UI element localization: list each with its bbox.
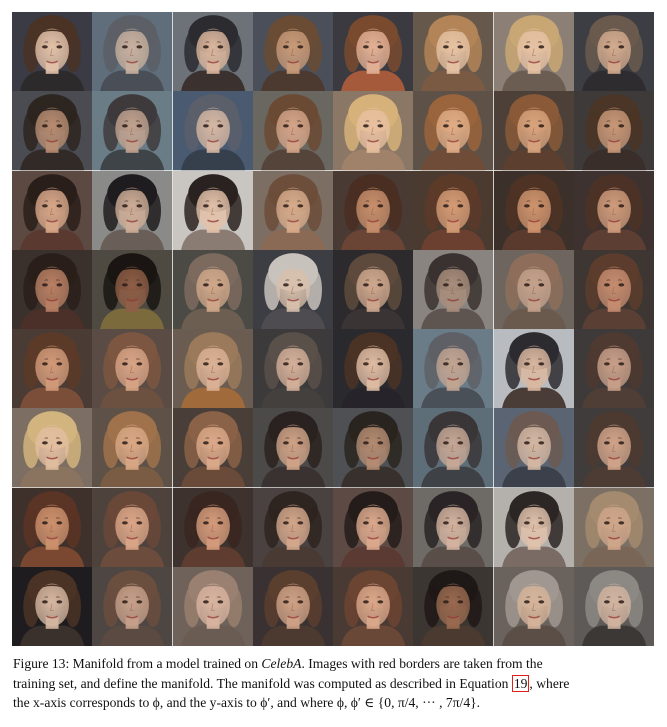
generated-face-image — [92, 249, 173, 329]
caption-label: Figure 13: Manifold from a model trained… — [13, 656, 262, 671]
figure-13 — [12, 12, 654, 646]
generated-face-image — [413, 329, 494, 409]
generated-face-image — [573, 329, 654, 409]
training-face-image — [493, 329, 574, 409]
caption-line-3: the x-axis corresponds to ϕ, and the y-a… — [13, 695, 481, 710]
training-face-image — [333, 487, 414, 567]
generated-face-image — [12, 408, 93, 488]
generated-face-image — [92, 91, 173, 171]
generated-face-image — [252, 408, 333, 488]
generated-face-image — [573, 487, 654, 567]
generated-face-image — [12, 487, 93, 567]
generated-face-image — [172, 329, 253, 409]
training-face-image — [333, 329, 414, 409]
generated-face-image — [493, 91, 574, 171]
generated-face-image — [413, 91, 494, 171]
generated-face-image — [333, 408, 414, 488]
generated-face-image — [252, 566, 333, 646]
caption-text: , where — [529, 675, 570, 691]
generated-face-image — [92, 408, 173, 488]
generated-face-image — [92, 487, 173, 567]
generated-face-image — [12, 249, 93, 329]
figure-caption: Figure 13: Manifold from a model trained… — [13, 654, 655, 713]
face-manifold-grid — [12, 12, 654, 646]
generated-face-image — [172, 487, 253, 567]
generated-face-image — [92, 12, 173, 92]
generated-face-image — [493, 12, 574, 92]
generated-face-image — [92, 329, 173, 409]
equation-link[interactable]: 19 — [511, 674, 530, 692]
generated-face-image — [573, 91, 654, 171]
generated-face-image — [172, 408, 253, 488]
caption-text: . Images with red borders are taken from… — [301, 656, 543, 671]
generated-face-image — [413, 249, 494, 329]
generated-face-image — [413, 566, 494, 646]
generated-face-image — [252, 249, 333, 329]
training-face-image — [12, 170, 93, 250]
generated-face-image — [573, 12, 654, 92]
generated-face-image — [252, 12, 333, 92]
generated-face-image — [172, 91, 253, 171]
generated-face-image — [333, 249, 414, 329]
caption-line-1: Figure 13: Manifold from a model trained… — [13, 654, 655, 674]
training-face-image — [172, 12, 253, 92]
generated-face-image — [252, 91, 333, 171]
generated-face-image — [12, 566, 93, 646]
generated-face-image — [333, 170, 414, 250]
generated-face-image — [333, 566, 414, 646]
generated-face-image — [413, 170, 494, 250]
generated-face-image — [413, 487, 494, 567]
caption-text: training set, and define the manifold. T… — [13, 675, 512, 691]
generated-face-image — [493, 408, 574, 488]
generated-face-image — [413, 12, 494, 92]
caption-line-2: training set, and define the manifold. T… — [13, 674, 655, 694]
generated-face-image — [333, 91, 414, 171]
training-face-image — [172, 170, 253, 250]
generated-face-image — [573, 566, 654, 646]
generated-face-image — [252, 170, 333, 250]
generated-face-image — [573, 170, 654, 250]
generated-face-image — [12, 329, 93, 409]
generated-face-image — [92, 170, 173, 250]
training-face-image — [12, 12, 93, 92]
generated-face-image — [92, 566, 173, 646]
generated-face-image — [493, 566, 574, 646]
generated-face-image — [413, 408, 494, 488]
generated-face-image — [12, 91, 93, 171]
generated-face-image — [252, 329, 333, 409]
generated-face-image — [333, 12, 414, 92]
generated-face-image — [493, 170, 574, 250]
generated-face-image — [573, 249, 654, 329]
generated-face-image — [172, 249, 253, 329]
generated-face-image — [573, 408, 654, 488]
generated-face-image — [493, 249, 574, 329]
generated-face-image — [252, 487, 333, 567]
dataset-name: CelebA — [261, 656, 302, 671]
generated-face-image — [172, 566, 253, 646]
training-face-image — [493, 487, 574, 567]
